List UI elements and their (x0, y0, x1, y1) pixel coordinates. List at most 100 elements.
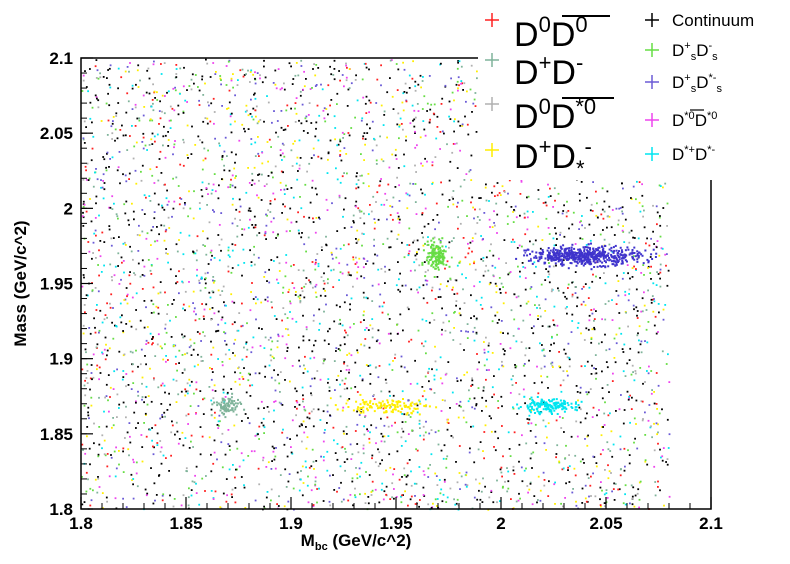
background-point (85, 169, 87, 172)
background-point (500, 395, 503, 398)
background-point (214, 73, 217, 75)
background-point (510, 309, 513, 312)
background-point (153, 60, 155, 63)
background-point (151, 343, 153, 346)
background-point (263, 234, 266, 237)
background-point (380, 417, 382, 420)
background-point (562, 467, 565, 470)
background-point (606, 441, 609, 444)
background-point (194, 474, 196, 477)
background-point (118, 407, 120, 409)
background-point (318, 114, 321, 117)
background-point (186, 352, 189, 355)
background-point (221, 432, 224, 435)
background-point (180, 198, 183, 200)
background-point (362, 452, 365, 455)
background-point (195, 482, 197, 485)
background-point (312, 147, 315, 150)
signal-point (575, 260, 578, 263)
background-point (465, 173, 468, 175)
background-point (453, 327, 455, 329)
background-point (562, 259, 565, 261)
background-point (498, 192, 501, 194)
background-point (292, 264, 295, 266)
background-point (346, 66, 348, 69)
background-point (383, 435, 386, 438)
background-point (182, 112, 185, 114)
signal-point (568, 247, 571, 250)
background-point (615, 207, 618, 210)
background-point (254, 226, 257, 229)
background-point (312, 408, 315, 411)
background-point (258, 483, 261, 486)
background-point (379, 135, 381, 138)
background-point (242, 459, 245, 462)
background-point (592, 472, 594, 475)
background-point (122, 330, 124, 332)
background-point (210, 399, 213, 402)
background-point (492, 274, 495, 277)
background-point (236, 84, 239, 86)
background-point (380, 178, 382, 180)
signal-point (437, 262, 440, 265)
background-point (393, 488, 395, 490)
background-point (266, 491, 269, 493)
background-point (251, 179, 254, 182)
background-point (337, 374, 340, 377)
background-point (446, 421, 449, 424)
background-point (422, 297, 425, 300)
background-point (304, 283, 307, 285)
background-point (101, 351, 103, 354)
signal-point (603, 255, 606, 257)
background-point (242, 378, 245, 380)
background-point (273, 420, 275, 423)
background-point (426, 160, 428, 163)
signal-point (222, 407, 225, 410)
background-point (89, 504, 92, 507)
background-point (175, 363, 177, 365)
background-point (138, 117, 141, 120)
background-point (466, 323, 469, 325)
background-point (653, 243, 655, 245)
background-point (504, 480, 506, 483)
background-point (164, 156, 167, 159)
background-point (644, 460, 647, 463)
background-point (542, 471, 545, 474)
background-point (241, 375, 244, 378)
background-point (395, 158, 398, 160)
background-point (225, 65, 228, 67)
background-point (177, 442, 180, 445)
background-point (459, 314, 462, 317)
background-point (457, 87, 459, 90)
background-point (243, 262, 246, 264)
background-point (529, 457, 532, 460)
background-point (592, 273, 594, 276)
background-point (340, 159, 343, 162)
background-point (491, 352, 494, 354)
background-point (516, 413, 519, 415)
background-point (252, 73, 254, 76)
background-point (106, 349, 109, 352)
background-point (454, 279, 457, 281)
signal-point (436, 259, 439, 262)
background-point (636, 334, 639, 337)
background-point (537, 225, 540, 228)
background-point (460, 330, 463, 332)
background-point (506, 223, 509, 225)
background-point (122, 260, 125, 262)
background-point (126, 302, 129, 305)
background-point (109, 158, 111, 160)
background-point (421, 213, 424, 216)
background-point (375, 426, 378, 429)
signal-point (557, 252, 560, 255)
background-point (404, 490, 406, 493)
background-point (253, 263, 256, 266)
background-point (273, 260, 275, 262)
background-point (94, 229, 97, 232)
background-point (343, 301, 346, 304)
background-point (128, 320, 131, 323)
background-point (401, 427, 403, 430)
background-point (116, 137, 119, 140)
background-point (357, 238, 360, 241)
background-point (659, 271, 662, 274)
